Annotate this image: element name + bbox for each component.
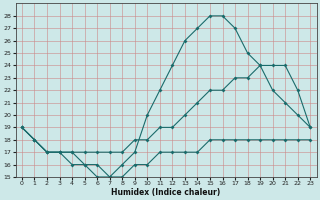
X-axis label: Humidex (Indice chaleur): Humidex (Indice chaleur) <box>111 188 221 197</box>
